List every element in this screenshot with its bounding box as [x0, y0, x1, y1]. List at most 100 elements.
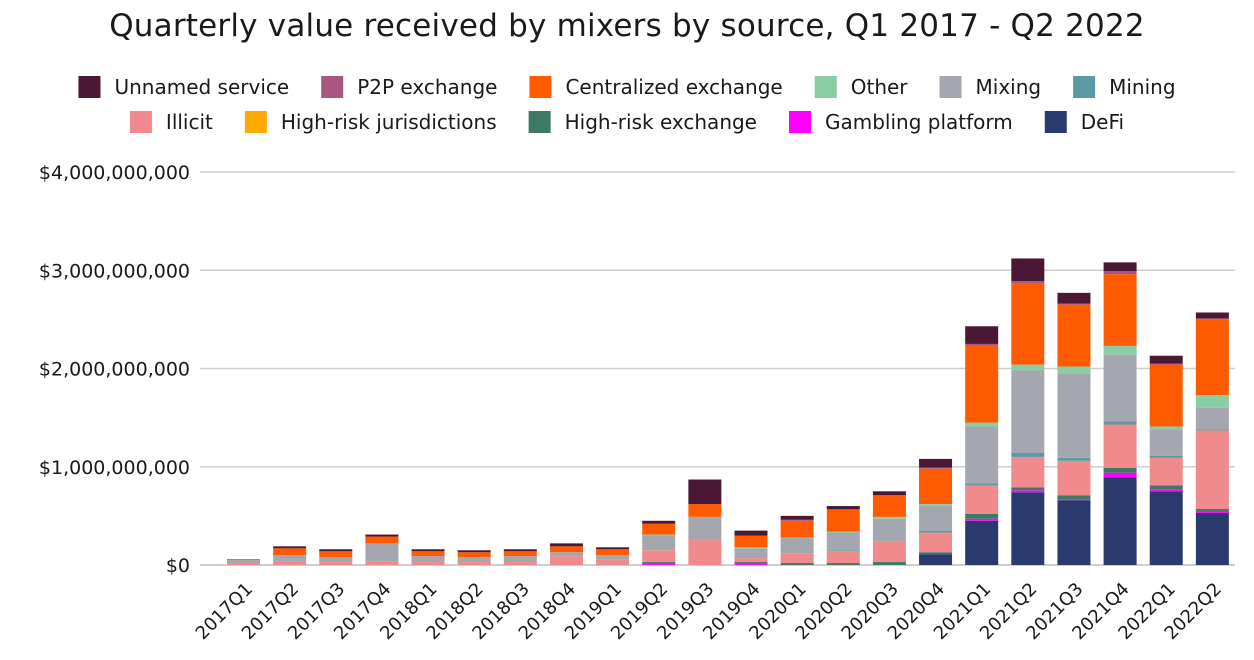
bar-2019Q2-gambling-platform — [642, 563, 676, 565]
bar-2021Q4-unnamed-service — [1103, 262, 1137, 272]
bar-2017Q3-centralized-exchange — [319, 551, 353, 558]
legend-label-defi: DeFi — [1081, 110, 1124, 134]
bar-2021Q4-mining — [1103, 421, 1137, 425]
bar-2017Q3-unnamed-service — [319, 549, 353, 552]
bar-2019Q2-centralized-exchange — [642, 523, 676, 535]
bar-stack-2018Q3 — [503, 549, 537, 565]
legend: Unnamed service P2P exchange Centralized e… — [78, 75, 1176, 134]
bar-2018Q2-centralized-exchange — [457, 552, 491, 558]
bar-2020Q1-other — [780, 537, 814, 539]
bar-2018Q2-unnamed-service — [457, 550, 491, 553]
bar-2021Q2-high-risk-exchange — [1011, 487, 1045, 491]
bar-2021Q2-centralized-exchange — [1011, 283, 1045, 365]
legend-label-p2p-exchange: P2P exchange — [357, 75, 497, 99]
bar-stack-2021Q1 — [965, 326, 999, 565]
bar-stack-2022Q2 — [1195, 312, 1229, 565]
bar-2021Q3-gambling-platform — [1057, 499, 1091, 501]
bar-2022Q2-high-risk-exchange — [1195, 508, 1229, 511]
bar-2019Q4-centralized-exchange — [734, 535, 768, 548]
bar-2020Q2-high-risk-exchange — [826, 563, 860, 565]
bar-2021Q1-centralized-exchange — [965, 345, 999, 423]
bar-2021Q2-defi — [1011, 492, 1045, 565]
bar-2021Q4-centralized-exchange — [1103, 274, 1137, 346]
bar-2017Q1-illicit — [227, 563, 260, 565]
bar-2020Q1-mixing — [780, 538, 814, 554]
bar-2017Q2-unnamed-service — [273, 546, 307, 549]
bar-2021Q1-unnamed-service — [965, 326, 999, 344]
y-tick-label-2: $2,000,000,000 — [39, 359, 190, 381]
bar-2019Q2-unnamed-service — [642, 520, 676, 524]
bar-2019Q2-illicit — [642, 550, 676, 563]
legend-swatch-centralized-exchange — [529, 76, 552, 98]
bar-2022Q2-defi — [1195, 512, 1229, 565]
bar-2020Q3-mixing — [872, 518, 906, 542]
bar-2021Q1-mixing — [965, 426, 999, 484]
bar-2020Q2-mining — [826, 550, 860, 552]
x-axis-ticks: 2017Q12017Q22017Q32017Q42018Q12018Q22018… — [192, 579, 1226, 644]
bar-2022Q1-centralized-exchange — [1149, 364, 1183, 427]
legend-swatch-mining — [1073, 76, 1096, 98]
bar-2017Q4-unnamed-service — [365, 534, 399, 537]
bar-2021Q4-defi — [1103, 477, 1137, 565]
bar-2018Q3-centralized-exchange — [503, 551, 537, 557]
bar-2020Q1-centralized-exchange — [780, 520, 814, 538]
bar-2021Q4-mixing — [1103, 354, 1137, 422]
bar-2021Q1-other — [965, 422, 999, 427]
bar-2022Q1-p2p-exchange — [1149, 363, 1183, 365]
bar-2019Q3-mixing — [688, 516, 722, 540]
legend-label-centralized-exchange: Centralized exchange — [565, 75, 782, 99]
bar-2021Q2-other — [1011, 364, 1045, 371]
bar-2019Q1-unnamed-service — [596, 547, 630, 550]
bar-2019Q4-gambling-platform — [734, 563, 768, 565]
bar-2019Q3-centralized-exchange — [688, 504, 722, 517]
bar-2022Q2-illicit — [1195, 430, 1229, 509]
bar-2019Q1-centralized-exchange — [596, 549, 630, 556]
bar-2020Q3-centralized-exchange — [872, 495, 906, 517]
bar-2017Q1-centralized-exchange — [227, 559, 260, 561]
y-tick-label-3: $3,000,000,000 — [39, 260, 190, 282]
bar-2021Q4-illicit — [1103, 424, 1137, 468]
legend-label-high-risk-exchange: High-risk exchange — [565, 110, 757, 134]
bar-2020Q3-other — [872, 516, 906, 519]
bar-2021Q3-other — [1057, 366, 1091, 374]
legend-swatch-mixing — [939, 76, 962, 98]
bar-2020Q2-unnamed-service — [826, 506, 860, 509]
bar-2017Q1-mixing — [227, 560, 260, 564]
bar-2020Q1-illicit — [780, 553, 814, 564]
legend-swatch-high-risk-exchange — [528, 111, 551, 133]
bar-2019Q1-mixing — [596, 555, 630, 560]
bar-2022Q1-defi — [1149, 491, 1183, 565]
bar-2021Q2-unnamed-service — [1011, 258, 1045, 282]
bar-2017Q3-mixing — [319, 557, 353, 563]
bar-2019Q4-illicit — [734, 558, 768, 563]
bar-2020Q2-illicit — [826, 551, 860, 564]
chart-title: Quarterly value received by mixers by so… — [109, 8, 1145, 44]
bar-2020Q1-high-risk-exchange — [780, 563, 814, 565]
bar-2018Q2-illicit — [457, 562, 491, 565]
bar-2021Q4-other — [1103, 345, 1137, 355]
bar-2021Q3-mining — [1057, 457, 1091, 461]
bar-2017Q2-centralized-exchange — [273, 548, 307, 556]
bar-2017Q2-mixing — [273, 555, 307, 562]
bar-stack-2017Q2 — [273, 546, 307, 565]
bar-stack-2020Q3 — [872, 491, 906, 565]
bars — [227, 258, 1229, 565]
bar-2019Q4-unnamed-service — [734, 530, 768, 536]
bar-2021Q1-p2p-exchange — [965, 343, 999, 346]
bar-2019Q1-illicit — [596, 559, 630, 565]
bar-2020Q2-other — [826, 531, 860, 533]
bar-2021Q2-mixing — [1011, 370, 1045, 453]
bar-2022Q1-mixing — [1149, 429, 1183, 456]
bar-2020Q1-unnamed-service — [780, 515, 814, 520]
bar-stack-2018Q2 — [457, 550, 491, 565]
bar-2022Q1-gambling-platform — [1149, 489, 1183, 492]
bar-stack-2017Q1 — [227, 559, 260, 565]
legend-label-mixing: Mixing — [976, 75, 1042, 99]
bar-2021Q3-centralized-exchange — [1057, 304, 1091, 367]
bar-2021Q4-high-risk-exchange — [1103, 467, 1137, 473]
bar-2018Q3-mixing — [503, 556, 537, 563]
bar-2021Q1-high-risk-exchange — [965, 513, 999, 519]
bar-2021Q1-defi — [965, 520, 999, 565]
bar-2020Q4-p2p-exchange — [919, 467, 953, 469]
